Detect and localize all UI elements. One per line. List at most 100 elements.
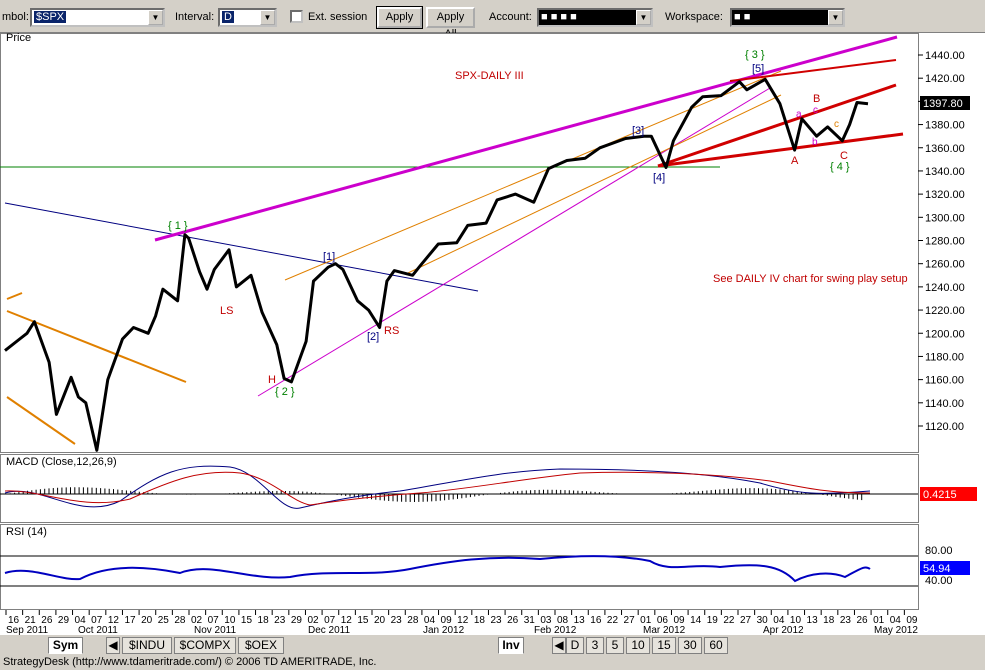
rsi-panel-label: RSI (14) [6, 526, 47, 538]
date-month-label: Feb 2012 [534, 625, 577, 635]
date-day-label: 29 [58, 615, 70, 626]
wave-1-label: { 1 } [168, 220, 188, 232]
interval-combobox[interactable]: D ▼ [218, 8, 277, 27]
subwave-c-label: c [813, 105, 818, 116]
y-tick-label: 1420.00 [925, 73, 965, 85]
y-tick-label: 1280.00 [925, 236, 965, 248]
date-day-label: 12 [108, 615, 120, 626]
current-price-value: 1397.80 [923, 98, 963, 110]
tab-interval-d[interactable]: D [566, 637, 584, 654]
rsi-tick-80: 80.00 [925, 545, 953, 557]
chart-area[interactable]: Price MACD (Close,12,26,9) RSI (14) 1440… [0, 32, 985, 636]
chart-svg[interactable]: Price MACD (Close,12,26,9) RSI (14) 1440… [0, 32, 985, 636]
workspace-combobox[interactable]: ■ ■ ▼ [730, 8, 845, 27]
date-day-label: 22 [723, 615, 735, 626]
tab-interval-3[interactable]: 3 [586, 637, 604, 654]
date-day-label: 08 [557, 615, 569, 626]
price-panel-frame [0, 33, 919, 453]
date-day-label: 23 [274, 615, 286, 626]
date-day-label: 04 [890, 615, 902, 626]
date-day-label: 28 [407, 615, 419, 626]
date-day-label: 28 [174, 615, 186, 626]
date-day-label: 19 [707, 615, 719, 626]
date-day-label: 23 [840, 615, 852, 626]
date-day-label: 26 [41, 615, 53, 626]
date-day-label: 07 [91, 615, 103, 626]
subwave-3-label: [3] [632, 125, 644, 137]
rsi-value: 54.94 [923, 563, 951, 575]
red-wedge-top [729, 59, 897, 82]
chevron-down-icon[interactable]: ▼ [828, 10, 843, 25]
tab-scroll-left[interactable]: ◀ [106, 637, 120, 654]
date-day-label: 20 [374, 615, 386, 626]
apply-all-button[interactable]: Apply All [426, 7, 475, 40]
ext-session-checkbox[interactable] [290, 10, 303, 23]
date-day-label: 04 [75, 615, 87, 626]
y-tick-label: 1360.00 [925, 143, 965, 155]
y-tick-label: 1180.00 [925, 351, 964, 363]
macd-histogram [9, 487, 863, 502]
y-tick-label: 1220.00 [925, 305, 965, 317]
account-combobox[interactable]: ■ ■ ■ ■ ▼ [537, 8, 653, 27]
subwave-a-label: a [796, 109, 802, 120]
date-day-label: 02 [191, 615, 203, 626]
date-day-label: 12 [457, 615, 469, 626]
chart-title: SPX-DAILY III [455, 70, 524, 82]
wave-2-label: { 2 } [275, 386, 295, 398]
date-month-label: Oct 2011 [78, 625, 118, 635]
tab-interval-30[interactable]: 30 [678, 637, 702, 654]
tab-scroll-left-2[interactable]: ◀ [552, 637, 566, 654]
tab-oex[interactable]: $OEX [238, 637, 284, 654]
price-series-line [4, 77, 869, 452]
head-label: H [268, 374, 276, 386]
chevron-down-icon[interactable]: ▼ [636, 10, 651, 25]
ext-session-label: Ext. session [308, 11, 368, 23]
red-wedge-upper [657, 83, 897, 168]
date-month-label: Mar 2012 [643, 625, 686, 635]
chevron-down-icon[interactable]: ▼ [148, 10, 163, 25]
date-day-label: 07 [208, 615, 220, 626]
orange-short-segment [6, 292, 23, 300]
subwave-c2-label: c [834, 119, 839, 130]
date-day-label: 18 [474, 615, 486, 626]
bottom-tab-bar: Sym ◀ $INDU $COMPX $OEX Inv ◀ D 3 5 10 1… [0, 635, 985, 655]
symbol-combobox[interactable]: $SPX ▼ [30, 8, 165, 27]
date-day-label: 02 [307, 615, 319, 626]
date-day-label: 23 [490, 615, 502, 626]
right-shoulder-label: RS [384, 325, 399, 337]
wave-4-label: { 4 } [830, 161, 850, 173]
tab-interval-60[interactable]: 60 [704, 637, 728, 654]
date-day-label: 09 [673, 615, 685, 626]
chevron-down-icon[interactable]: ▼ [260, 10, 275, 25]
account-label: Account: [489, 11, 532, 23]
red-wedge-lower [657, 132, 904, 168]
date-day-label: 22 [607, 615, 619, 626]
date-day-label: 17 [124, 615, 136, 626]
price-panel-label: Price [6, 33, 31, 44]
orange-downtrend-upper [6, 310, 187, 383]
date-day-label: 14 [690, 615, 702, 626]
date-day-label: 13 [574, 615, 586, 626]
apply-button[interactable]: Apply [376, 6, 423, 29]
symbol-value: $SPX [34, 11, 67, 23]
tab-indu[interactable]: $INDU [122, 637, 172, 654]
date-day-label: 29 [291, 615, 303, 626]
tab-sym[interactable]: Sym [48, 637, 83, 654]
y-tick-label: 1340.00 [925, 166, 965, 178]
tab-interval-10[interactable]: 10 [626, 637, 650, 654]
date-day-label: 20 [141, 615, 153, 626]
subwave-1-label: [1] [323, 251, 335, 263]
tab-inv[interactable]: Inv [498, 637, 524, 654]
date-day-label: 07 [324, 615, 336, 626]
date-day-label: 04 [773, 615, 785, 626]
date-day-label: 10 [790, 615, 802, 626]
y-tick-label: 1300.00 [925, 212, 965, 224]
wave-3-label: { 3 } [745, 49, 765, 61]
date-day-label: 25 [158, 615, 170, 626]
workspace-value: ■ ■ [734, 11, 751, 23]
date-day-label: 13 [807, 615, 819, 626]
date-axis: 16 21 26 29 04 07 12 17 20 25 28 02 07 10 15 18 23 29 02 07… [5, 610, 918, 636]
tab-interval-15[interactable]: 15 [652, 637, 676, 654]
tab-compx[interactable]: $COMPX [174, 637, 236, 654]
tab-interval-5[interactable]: 5 [606, 637, 624, 654]
